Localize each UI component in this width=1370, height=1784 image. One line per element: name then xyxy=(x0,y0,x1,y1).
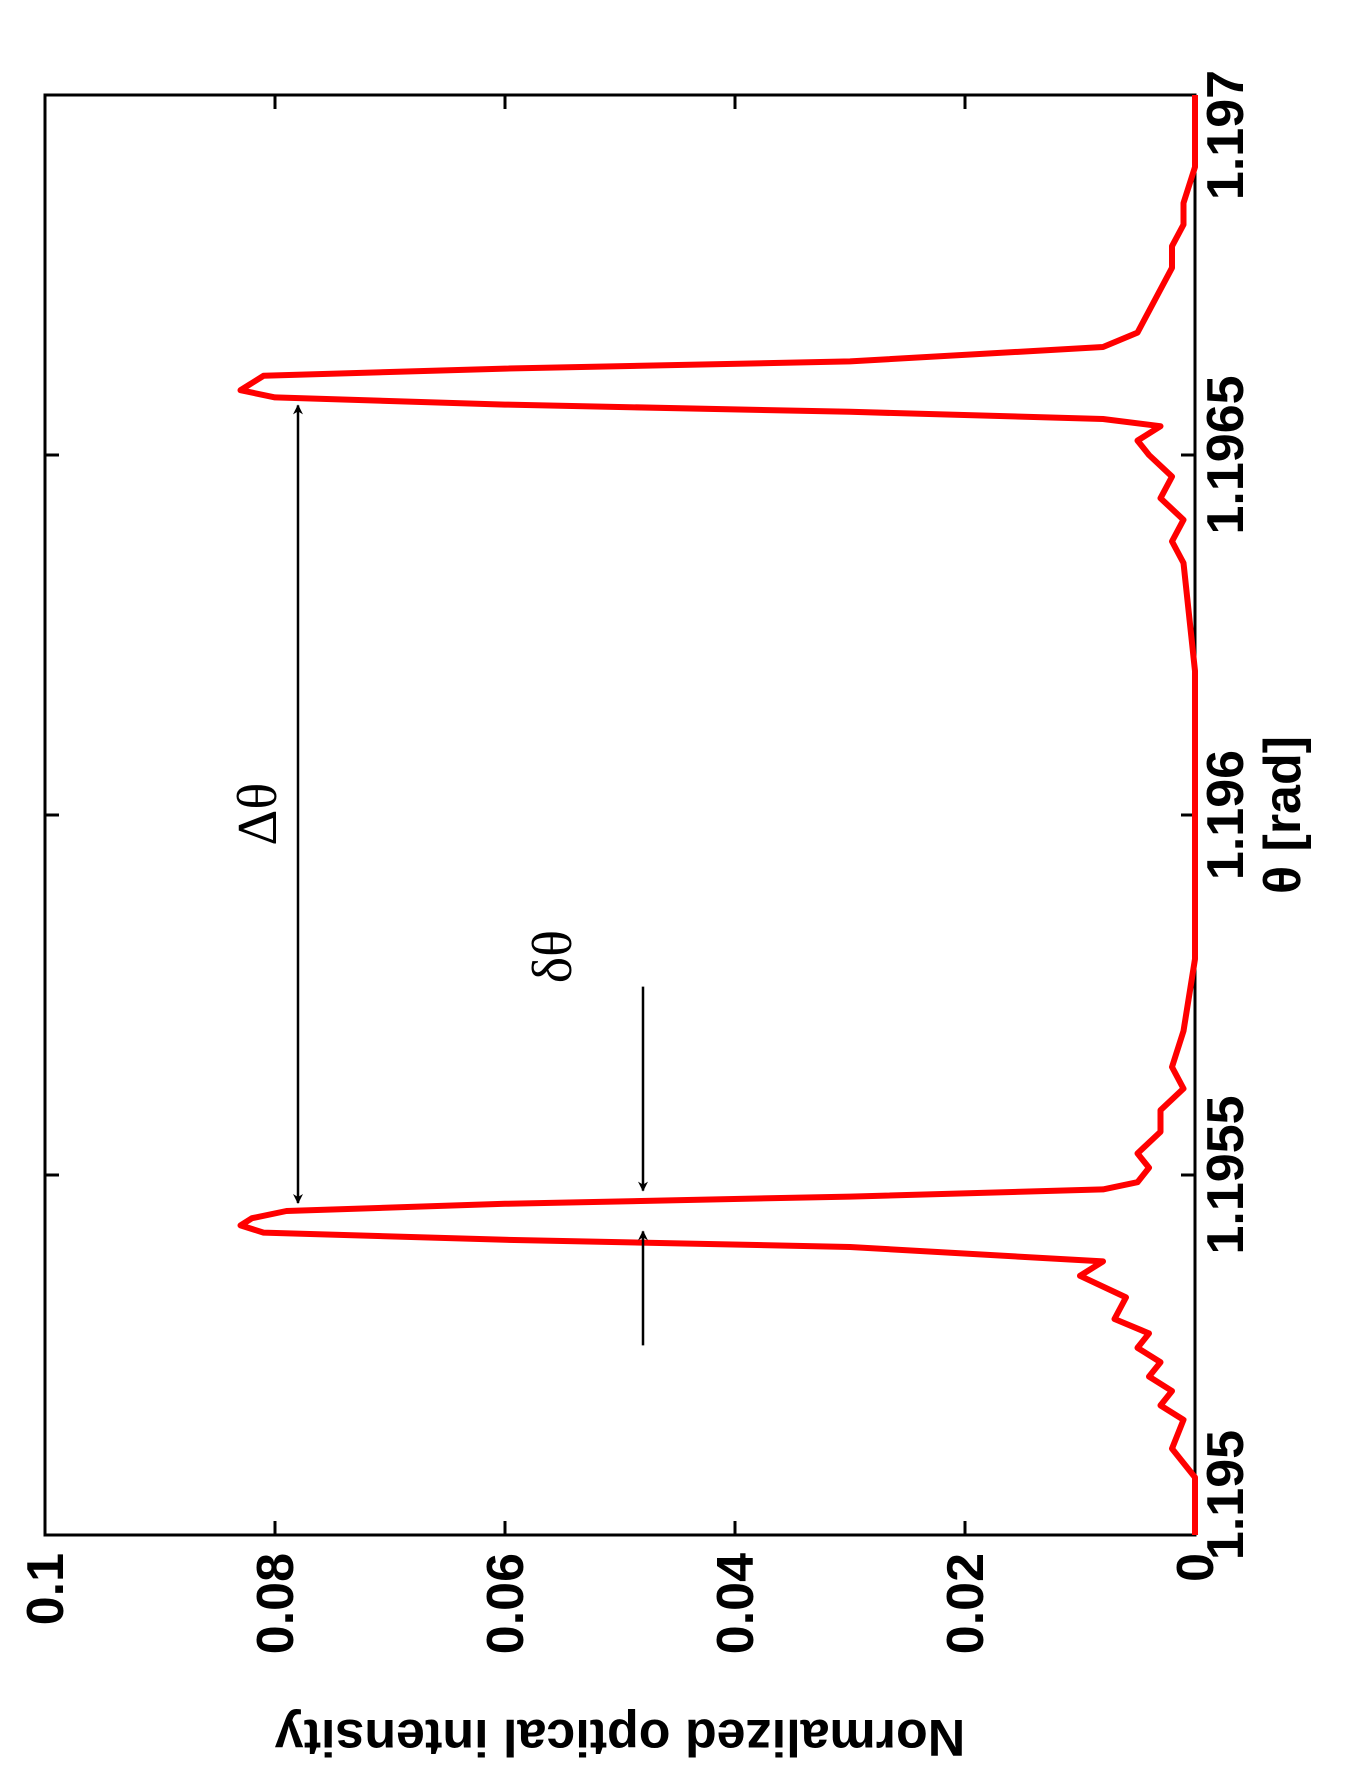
axis-tick-labels: 1.195 1.1955 1.196 1.1965 1.197 0 0.02 0.04 0.06… xyxy=(17,70,1255,1654)
x-tick-label: 1.197 xyxy=(1197,70,1255,200)
axis-ticks xyxy=(43,93,1197,1537)
x-tick-label: 1.195 xyxy=(1197,1430,1255,1560)
x-tick-label: 1.1955 xyxy=(1197,1095,1255,1254)
y-tick-label: 0.04 xyxy=(707,1553,765,1654)
x-axis-label: θ [rad] xyxy=(1254,736,1312,894)
intensity-series-line xyxy=(237,95,1198,1535)
y-tick-label: 0.1 xyxy=(17,1553,75,1625)
x-tick-label: 1.1965 xyxy=(1197,375,1255,534)
y-tick-label: 0.08 xyxy=(247,1553,305,1654)
delta-theta-label: Δθ xyxy=(227,783,289,846)
y-tick-label: 0.06 xyxy=(477,1553,535,1654)
y-tick-label: 0.02 xyxy=(937,1553,995,1654)
annotations: Δθ δθ xyxy=(227,404,648,1346)
small-delta-theta-label: δθ xyxy=(522,930,584,983)
y-tick-label: 0 xyxy=(1167,1553,1225,1582)
x-tick-label: 1.196 xyxy=(1197,750,1255,880)
y-axis-label: Normalized optical intensity xyxy=(275,1708,966,1766)
plot-frame xyxy=(43,93,1197,1537)
